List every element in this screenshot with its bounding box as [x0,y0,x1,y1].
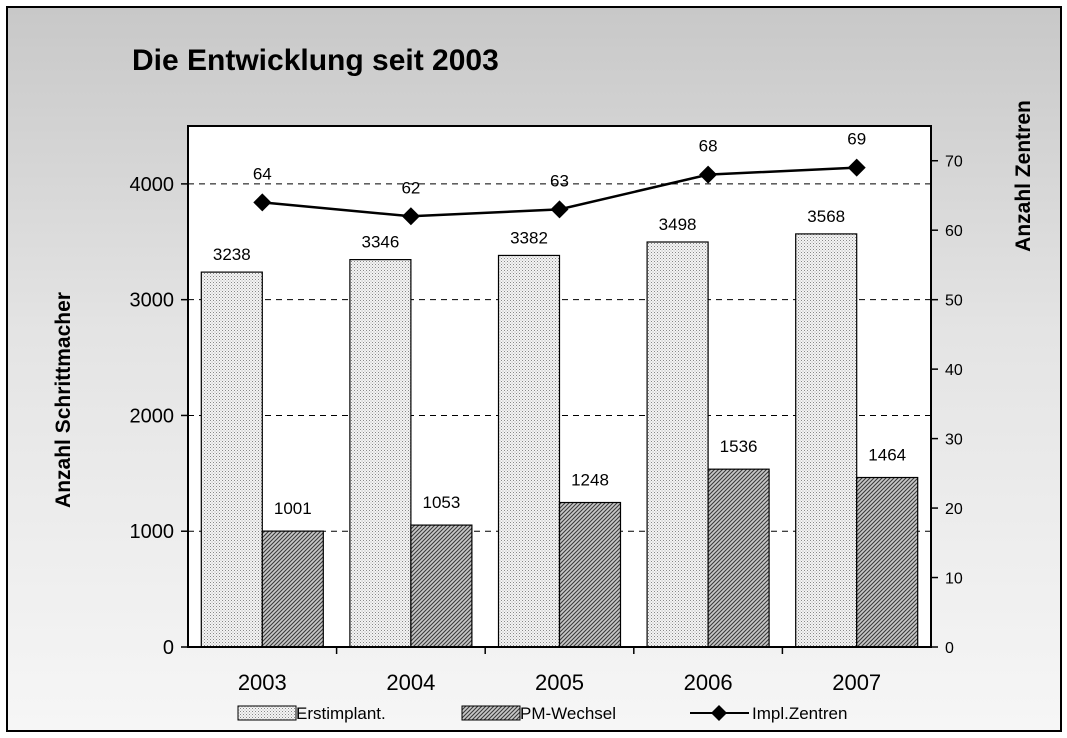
x-tick-label: 2005 [535,670,584,695]
legend-label: Erstimplant. [296,704,386,723]
y2-tick-label: 50 [945,293,963,310]
chart-title: Die Entwicklung seit 2003 [132,44,499,77]
x-tick-label: 2006 [684,670,733,695]
y2-tick-label: 60 [945,223,963,240]
legend-marker [711,705,727,721]
line-point [401,207,420,226]
data-label: 1536 [720,437,758,456]
legend: Erstimplant. PM-Wechsel Impl.Zentren [237,704,847,723]
bar-erstimplant [200,271,263,648]
bar-erstimplant [795,233,858,648]
legend-swatch-erstimplant [237,705,297,721]
line-point [847,158,866,177]
legend-label: Impl.Zentren [752,704,847,723]
data-label: 1053 [422,493,460,512]
data-label: 63 [550,171,569,190]
line-point [699,165,718,184]
y-tick-label: 1000 [130,521,175,543]
bar-erstimplant [497,254,561,648]
bar-pm-wechsel [856,476,919,648]
line-point [550,200,569,219]
bar-erstimplant [349,259,412,648]
y2-tick-label: 30 [945,432,963,449]
axes: 0 1000 2000 3000 4000 0 10 20 30 40 50 60 70 2003 2004… [130,126,963,695]
data-label: 3568 [807,207,845,226]
y-tick-label: 0 [163,637,174,659]
y2-tick-label: 0 [945,640,954,657]
legend-label: PM-Wechsel [520,704,616,723]
bars [200,233,919,648]
data-label: 3498 [659,215,697,234]
y-tick-label: 3000 [130,290,175,312]
line-series [253,158,866,226]
data-label: 3382 [510,228,548,247]
data-label: 1001 [274,499,312,518]
y-tick-label: 4000 [130,174,175,196]
bar-pm-wechsel [707,468,770,648]
data-label: 68 [699,137,718,156]
x-tick-label: 2007 [832,670,881,695]
x-tick-label: 2003 [238,670,287,695]
data-label: 69 [847,130,866,149]
line-point [253,193,272,212]
y2-tick-label: 70 [945,154,963,171]
data-label: 1248 [571,471,609,490]
x-tick-label: 2004 [386,670,435,695]
y-axis-label: Anzahl Schrittmacher [52,292,75,508]
y2-tick-label: 40 [945,362,963,379]
data-label: 62 [401,178,420,197]
data-label: 3238 [213,245,251,264]
bar-erstimplant [646,241,709,648]
legend-swatch-pm-wechsel [461,705,521,721]
data-label: 3346 [361,233,399,252]
y-tick-label: 2000 [130,405,175,427]
y2-tick-label: 10 [945,571,963,588]
data-label: 1464 [868,446,906,465]
data-labels: 3238 1001 3346 1053 3382 1248 3498 1536 3568 1464… [213,130,906,518]
bar-pm-wechsel [261,530,324,648]
data-label: 64 [253,164,272,183]
y2-tick-label: 20 [945,501,963,518]
bar-pm-wechsel [558,501,622,648]
bar-pm-wechsel [410,524,473,648]
y2-axis-label: Anzahl Zentren [1012,100,1035,252]
